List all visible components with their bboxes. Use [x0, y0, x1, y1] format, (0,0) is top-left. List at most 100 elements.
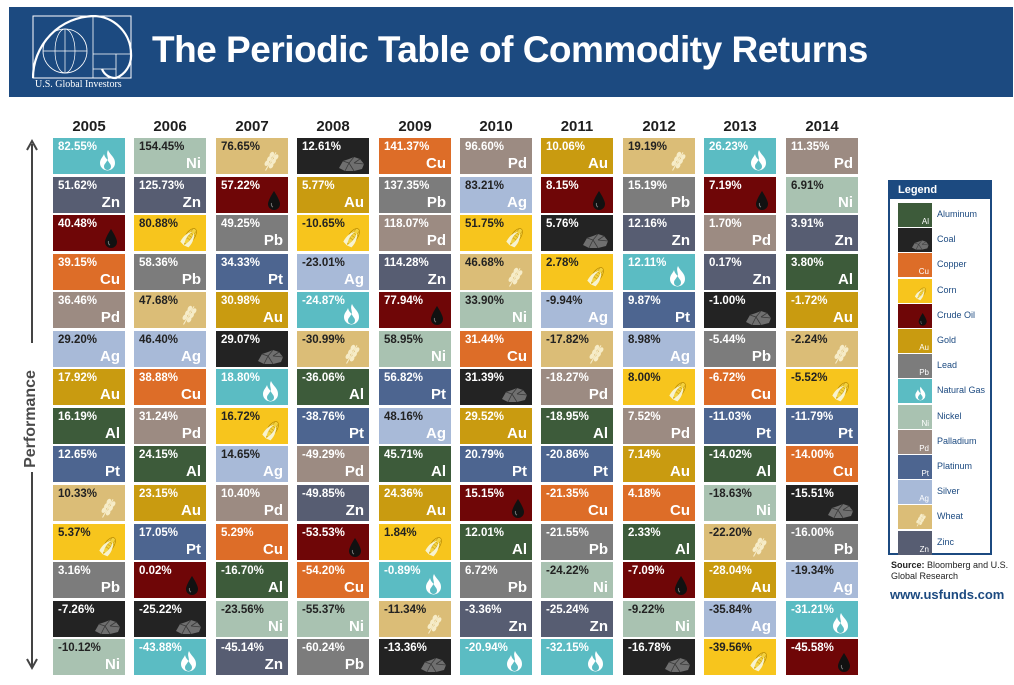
return-value: -20.94%: [465, 642, 508, 654]
return-value: -10.12%: [58, 642, 101, 654]
element-symbol: Pd: [751, 232, 771, 249]
return-value: 8.00%: [628, 372, 661, 384]
commodity-cell: 17.05% Pt: [134, 524, 206, 560]
element-symbol: Al: [593, 425, 608, 442]
commodity-cell: 15.19% Pb: [623, 177, 695, 213]
return-value: 38.88%: [139, 372, 179, 384]
commodity-cell: -7.09%: [623, 562, 695, 598]
commodity-cell: 3.91% Zn: [786, 215, 858, 251]
return-value: 20.79%: [465, 449, 505, 461]
legend-item: Zn Zinc: [898, 530, 988, 555]
commodity-cell: 26.23%: [704, 138, 776, 174]
return-value: -9.22%: [628, 604, 665, 616]
return-value: 118.07%: [384, 218, 429, 230]
return-value: 0.17%: [709, 257, 742, 269]
return-value: 6.72%: [465, 565, 498, 577]
element-symbol: Pt: [756, 425, 771, 442]
legend-symbol: Ag: [919, 494, 929, 504]
element-symbol: Au: [100, 386, 120, 403]
commodity-cell: 15.15%: [460, 485, 532, 521]
element-symbol: Pt: [675, 309, 690, 326]
logo-text: U.S. Global Investors: [35, 79, 122, 90]
return-value: -18.95%: [546, 411, 589, 423]
return-value: 31.24%: [139, 411, 179, 423]
return-value: -38.76%: [302, 411, 345, 423]
commodity-cell: 31.44% Cu: [460, 331, 532, 367]
commodity-cell: -30.99%: [297, 331, 369, 367]
element-symbol: Pd: [426, 232, 446, 249]
flame-icon: [181, 651, 196, 672]
commodity-cell: -22.20%: [704, 524, 776, 560]
element-symbol: Pd: [588, 386, 608, 403]
return-value: -28.04%: [709, 565, 752, 577]
commodity-cell: 6.72% Pb: [460, 562, 532, 598]
oil-drop-icon: [675, 576, 687, 595]
wheat-icon: [834, 344, 849, 364]
legend-swatch: Au: [898, 329, 932, 353]
return-value: 39.15%: [58, 257, 98, 269]
return-value: -11.34%: [384, 604, 427, 616]
element-symbol: Ni: [268, 618, 283, 635]
legend-item: Cu Copper: [898, 253, 988, 278]
commodity-cell: -25.22%: [134, 601, 206, 637]
commodity-cell: 3.80% Al: [786, 254, 858, 290]
flame-icon: [670, 266, 685, 287]
header-banner: U.S. Global Investors The Periodic Table…: [9, 7, 1013, 97]
source-url-link[interactable]: www.usfunds.com: [890, 587, 1005, 602]
return-value: 1.84%: [384, 527, 417, 539]
element-symbol: Pd: [670, 425, 690, 442]
commodity-cell: -24.22% Ni: [541, 562, 613, 598]
commodity-cell: 16.72%: [216, 408, 288, 444]
element-symbol: Zn: [182, 194, 201, 211]
legend-swatch: [898, 379, 932, 404]
source-label: Source:: [891, 560, 925, 570]
commodity-cell: 45.71% Al: [379, 446, 451, 482]
return-value: 82.55%: [58, 141, 98, 153]
oil-drop-icon: [756, 191, 768, 210]
element-symbol: Pb: [263, 232, 283, 249]
legend-item: Crude Oil: [898, 303, 988, 328]
return-value: 5.29%: [221, 527, 254, 539]
commodity-cell: -53.53%: [297, 524, 369, 560]
legend-item: Pd Palladium: [898, 429, 988, 454]
return-value: 19.19%: [628, 141, 668, 153]
element-symbol: Cu: [588, 502, 608, 519]
commodity-cell: 34.33% Pt: [216, 254, 288, 290]
commodity-cell: 31.24% Pd: [134, 408, 206, 444]
commodity-cell: 11.35% Pd: [786, 138, 858, 174]
element-symbol: Ag: [670, 348, 690, 365]
return-value: -24.22%: [546, 565, 589, 577]
corn-icon: [832, 382, 849, 402]
return-value: 77.94%: [384, 295, 424, 307]
oil-drop-icon: [349, 538, 361, 557]
commodity-cell: -11.79% Pt: [786, 408, 858, 444]
commodity-cell: -5.44% Pb: [704, 331, 776, 367]
coal-icon: [912, 240, 929, 250]
element-symbol: Ag: [344, 271, 364, 288]
commodity-cell: -18.63% Ni: [704, 485, 776, 521]
return-value: 24.15%: [139, 449, 179, 461]
legend-label: Silver: [937, 486, 960, 497]
commodity-cell: -32.15%: [541, 639, 613, 675]
return-value: -32.15%: [546, 642, 589, 654]
commodity-cell: 8.00%: [623, 369, 695, 405]
coal-icon: [583, 233, 609, 249]
year-header: 2011: [560, 118, 594, 135]
legend-symbol: Al: [921, 217, 929, 226]
legend-swatch: Al: [898, 203, 932, 227]
return-value: 56.82%: [384, 372, 424, 384]
element-symbol: Al: [431, 463, 446, 480]
commodity-cell: -16.78%: [623, 639, 695, 675]
element-symbol: Ag: [751, 618, 771, 635]
element-symbol: Ni: [105, 656, 120, 673]
commodity-cell: -35.84% Ag: [704, 601, 776, 637]
return-value: 15.15%: [465, 488, 505, 500]
coal-icon: [828, 503, 854, 519]
legend-item: Al Aluminum: [898, 203, 988, 227]
corn-icon: [180, 228, 197, 248]
commodity-cell: -23.56% Ni: [216, 601, 288, 637]
return-value: -21.55%: [546, 527, 589, 539]
element-symbol: Pt: [838, 425, 853, 442]
flame-icon: [344, 304, 359, 325]
element-symbol: Pb: [181, 271, 201, 288]
